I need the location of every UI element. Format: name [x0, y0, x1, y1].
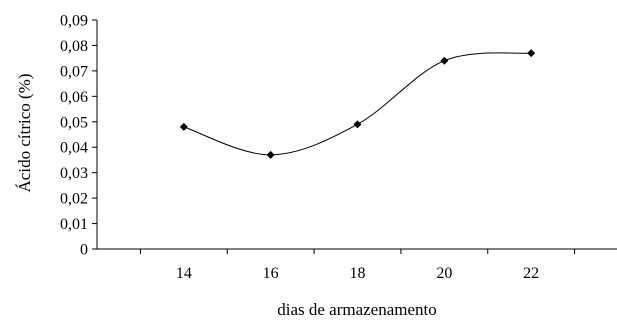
data-point — [527, 49, 536, 58]
x-tick-label: 22 — [523, 265, 539, 282]
y-tick-label: 0,05 — [60, 114, 88, 131]
data-point — [440, 56, 449, 65]
x-tick-label: 16 — [263, 265, 279, 282]
data-point — [353, 120, 362, 129]
y-tick-label: 0,03 — [60, 165, 88, 182]
x-axis-ticks: 14 16 18 20 22 — [139, 249, 576, 282]
y-axis-ticks: 0 0,01 0,02 0,03 0,04 0,05 0,06 0,07 0,08 0,09 — [60, 13, 97, 259]
y-tick-label: 0,09 — [60, 13, 88, 30]
y-tick-label: 0,07 — [60, 63, 88, 80]
data-point — [266, 150, 275, 159]
y-tick-label: 0,02 — [60, 191, 88, 208]
x-tick-label: 18 — [350, 265, 366, 282]
y-tick-label: 0,01 — [60, 216, 88, 233]
y-tick-label: 0,04 — [60, 140, 88, 157]
x-tick-label: 14 — [176, 265, 192, 282]
data-point — [179, 122, 188, 131]
series-layer — [179, 49, 536, 159]
y-tick-label: 0,06 — [60, 89, 88, 106]
y-tick-label: 0,08 — [60, 38, 88, 55]
y-tick-label: 0 — [80, 242, 88, 259]
x-tick-label: 20 — [436, 265, 452, 282]
x-axis-title: dias de armazenamento — [277, 300, 437, 319]
chart-axes — [96, 20, 617, 250]
series-line — [183, 52, 532, 156]
y-axis-title: Ácido cítrico (%) — [15, 74, 34, 193]
